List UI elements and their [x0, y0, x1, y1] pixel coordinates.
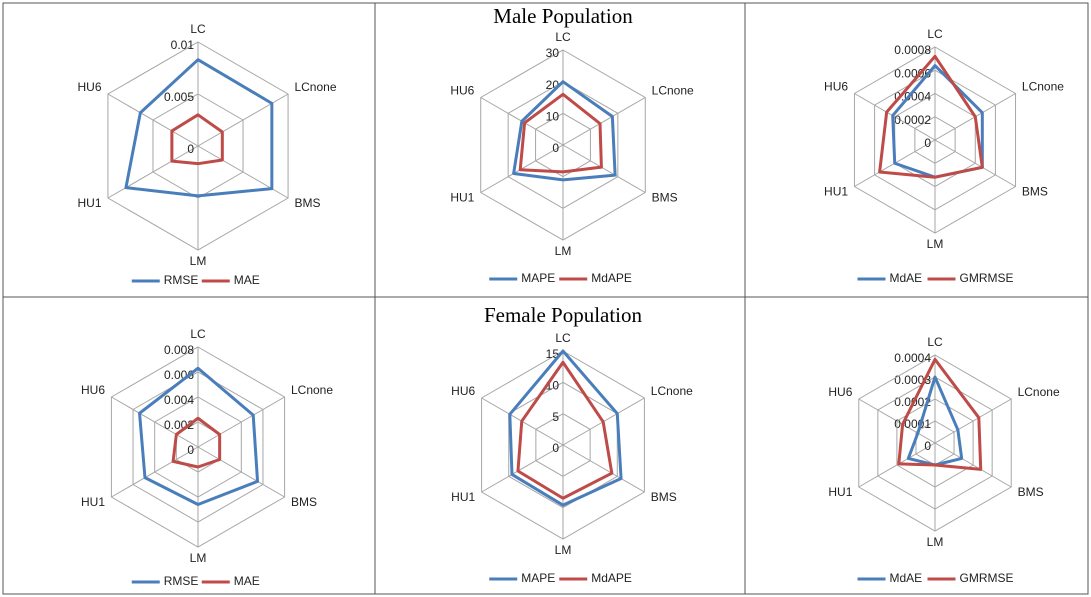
- grid-ring: [877, 376, 993, 510]
- radial-tick-label: 0.005: [164, 90, 194, 104]
- category-label: LC: [555, 30, 571, 44]
- category-label: LC: [190, 22, 206, 36]
- series-line: [508, 349, 623, 507]
- category-label: LC: [927, 27, 943, 41]
- category-label: HU6: [824, 80, 848, 94]
- radial-tick-label: 0.0002: [894, 113, 931, 127]
- radial-tick-label: 0.01: [171, 38, 195, 52]
- category-label: LM: [927, 535, 944, 549]
- grid-ring: [858, 354, 1012, 532]
- category-label: BMS: [1022, 185, 1048, 199]
- category-label: BMS: [1018, 485, 1044, 499]
- category-label: HU6: [451, 384, 475, 398]
- legend-label: MAE: [234, 273, 260, 287]
- category-label: HU1: [451, 490, 475, 504]
- radial-tick-label: 0: [924, 136, 931, 150]
- category-label: HU6: [450, 84, 474, 98]
- legend-label: MAE: [234, 574, 260, 588]
- grid-ring: [896, 398, 974, 488]
- category-label: LCnone: [652, 84, 694, 98]
- radial-tick-label: 0: [552, 141, 559, 155]
- legend-label: GMRMSE: [960, 271, 1014, 285]
- series-line: [170, 113, 224, 166]
- cell: [744, 296, 1089, 595]
- legend-label: MdAE: [890, 571, 923, 585]
- category-label: HU6: [828, 385, 852, 399]
- grid-ring: [480, 49, 646, 241]
- grid-ring: [132, 371, 264, 523]
- legend-label: MdAPE: [591, 571, 632, 585]
- category-label: LM: [555, 244, 572, 258]
- category-label: LM: [190, 551, 207, 565]
- radial-tick-label: 0.0004: [894, 351, 931, 365]
- category-label: LC: [190, 327, 206, 341]
- radial-tick-label: 0.002: [164, 418, 194, 432]
- category-label: LM: [190, 254, 207, 268]
- radial-tick-label: 0: [187, 443, 194, 457]
- grid-ring: [107, 41, 289, 251]
- spoke: [562, 144, 646, 193]
- chart-title: Female Population: [484, 303, 643, 327]
- grid-ring: [874, 69, 996, 211]
- radial-tick-label: 5: [552, 410, 559, 424]
- series-line: [124, 58, 274, 198]
- legend-label: MdAE: [890, 271, 923, 285]
- category-label: LC: [555, 331, 571, 345]
- series-line: [516, 360, 614, 500]
- category-label: BMS: [291, 495, 317, 509]
- category-label: HU6: [78, 80, 102, 94]
- category-label: LCnone: [1022, 80, 1064, 94]
- category-label: HU1: [81, 495, 105, 509]
- grid-ring: [110, 346, 286, 548]
- category-label: HU1: [450, 191, 474, 205]
- category-label: HU1: [78, 196, 102, 210]
- legend-label: MAPE: [521, 571, 555, 585]
- grid-ring: [507, 81, 619, 209]
- grid-ring: [914, 116, 956, 164]
- series-line: [878, 54, 984, 179]
- category-label: LC: [927, 335, 943, 349]
- grid-ring: [535, 413, 591, 477]
- category-label: HU1: [828, 485, 852, 499]
- category-label: LM: [927, 237, 944, 251]
- legend-label: GMRMSE: [960, 571, 1014, 585]
- category-label: BMS: [651, 490, 677, 504]
- grid-ring: [481, 350, 645, 540]
- legend-label: MdAPE: [591, 271, 632, 285]
- legend-label: MAPE: [521, 271, 555, 285]
- radial-tick-label: 30: [546, 46, 560, 60]
- category-label: LCnone: [294, 80, 336, 94]
- series-line: [897, 357, 983, 471]
- category-label: HU1: [824, 185, 848, 199]
- spoke: [481, 444, 564, 493]
- category-label: LCnone: [1018, 385, 1060, 399]
- grid-ring: [152, 93, 244, 199]
- legend-label: RMSE: [164, 574, 199, 588]
- radial-tick-label: 0.008: [164, 343, 194, 357]
- radial-tick-label: 0: [552, 441, 559, 455]
- category-label: BMS: [294, 196, 320, 210]
- spoke: [562, 444, 645, 493]
- category-label: LM: [555, 543, 572, 557]
- series-line: [171, 416, 222, 469]
- legend-label: RMSE: [164, 273, 199, 287]
- grid-ring: [853, 46, 1017, 234]
- series-line: [138, 366, 260, 506]
- series-line: [512, 80, 617, 182]
- series-line: [518, 92, 603, 174]
- grid-ring: [535, 112, 591, 178]
- category-label: BMS: [652, 191, 678, 205]
- radial-tick-label: 0: [924, 439, 931, 453]
- radial-tick-label: 0: [187, 142, 194, 156]
- category-label: LCnone: [651, 384, 693, 398]
- grid-ring: [154, 396, 242, 498]
- category-label: HU6: [81, 383, 105, 397]
- chart-title: Male Population: [493, 4, 633, 28]
- radial-tick-label: 0.0008: [894, 43, 931, 57]
- spoke: [562, 97, 646, 146]
- radial-tick-label: 10: [546, 110, 560, 124]
- category-label: LCnone: [291, 383, 333, 397]
- radial-tick-label: 0.004: [164, 393, 194, 407]
